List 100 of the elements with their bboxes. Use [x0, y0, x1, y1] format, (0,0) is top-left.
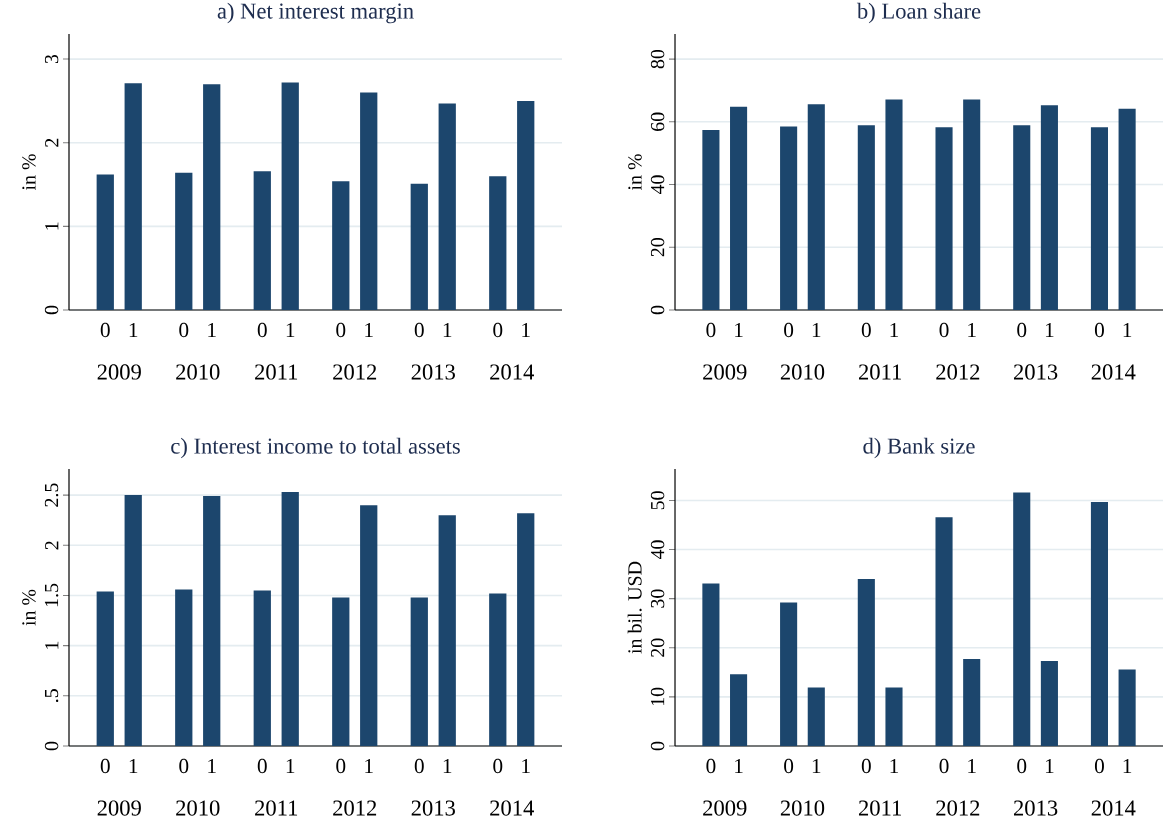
text: 1	[968, 322, 976, 338]
text: 1	[1123, 759, 1132, 774]
x-tick-label: 2009	[97, 364, 141, 380]
bar	[203, 84, 221, 310]
text: 0	[1017, 322, 1027, 338]
y-tick-label: 3	[44, 54, 59, 64]
x-tick-label: 2012	[936, 800, 980, 816]
x-tick-label: 2013	[1013, 800, 1058, 816]
chart-title: c) Interest income to total assets	[171, 437, 460, 459]
bar	[175, 172, 193, 310]
bar	[253, 590, 271, 746]
text: 0	[414, 758, 424, 774]
x-tick-label: 2010	[780, 800, 825, 816]
bar	[807, 104, 825, 310]
bar	[1090, 127, 1108, 310]
y-tick-label: 0	[44, 305, 59, 315]
bar	[410, 183, 428, 310]
bar	[935, 127, 953, 310]
text: 1	[208, 759, 216, 774]
text: 0	[861, 322, 871, 338]
text: 1	[286, 322, 295, 338]
bar	[1118, 108, 1136, 310]
bar	[281, 82, 299, 310]
x-tick-label: 2011	[858, 800, 901, 816]
text: 1	[522, 759, 530, 774]
bar	[702, 583, 720, 746]
bar	[489, 593, 507, 746]
x-tick-label: 2012	[333, 364, 377, 380]
x-tick-label: 2013	[1013, 364, 1058, 380]
text: 1	[1045, 322, 1054, 338]
bar	[360, 92, 378, 310]
x-tick-label: 2012	[936, 364, 980, 380]
bar	[857, 125, 875, 310]
bar	[96, 174, 114, 310]
x-tick-label: 2009	[703, 364, 747, 380]
y-tick-label: 60	[650, 112, 665, 131]
x-tick-label: 2011	[255, 364, 298, 380]
x-tick-label: 2010	[176, 800, 220, 816]
text: 1	[443, 322, 452, 338]
text: 0	[939, 758, 949, 774]
text: 1	[1045, 759, 1054, 774]
bar	[1090, 501, 1108, 746]
text: 1	[208, 322, 216, 338]
x-tick-label: 2011	[858, 364, 901, 380]
y-axis-title: in %	[628, 154, 642, 191]
series-label: 1	[129, 322, 138, 338]
y-tick-label: .5	[44, 689, 59, 702]
chart-title: a) Net interest margin	[217, 2, 414, 24]
bar	[730, 674, 748, 746]
bar	[1040, 661, 1058, 746]
x-tick-label: 2013	[411, 364, 455, 380]
series-label: 1	[129, 759, 138, 774]
bar	[489, 176, 507, 310]
y-tick-label: 20	[650, 238, 665, 257]
text: 1	[1123, 322, 1132, 338]
x-tick-label: 2009	[97, 800, 141, 816]
y-tick-label: 0	[44, 741, 59, 751]
y-axis-title: in bil. USD	[627, 561, 642, 654]
text: 1	[443, 759, 452, 774]
bar	[360, 505, 378, 746]
series-label: 1	[735, 322, 743, 338]
bar	[253, 171, 271, 310]
y-tick-label: 1.5	[44, 583, 59, 607]
text: 1	[812, 759, 821, 774]
x-tick-label: 2014	[1091, 800, 1136, 816]
x-tick-label: 2014	[490, 800, 534, 816]
x-tick-label: 2014	[490, 364, 534, 380]
text: 0	[1094, 758, 1104, 774]
y-tick-label: 10	[650, 687, 665, 706]
x-tick-label: 2011	[255, 800, 298, 816]
bar	[96, 591, 114, 746]
bar	[438, 515, 456, 746]
y-tick-label: 0	[650, 741, 665, 751]
text: 0	[861, 758, 871, 774]
bar	[963, 99, 981, 310]
y-tick-label: 2	[45, 138, 59, 147]
y-tick-label: 50	[650, 491, 665, 510]
y-tick-label: 30	[650, 589, 665, 608]
text: 0	[1094, 322, 1104, 338]
y-tick-label: 1	[45, 222, 59, 230]
text: 0	[939, 322, 949, 338]
bar	[1013, 492, 1031, 746]
x-tick-label: 2010	[176, 364, 220, 380]
text: 1	[365, 759, 373, 774]
bar	[857, 579, 875, 746]
bar	[332, 597, 350, 746]
y-tick-label: 40	[650, 175, 665, 195]
text: 0	[493, 758, 503, 774]
series-label: 0	[100, 758, 110, 774]
bar	[730, 106, 748, 310]
text: 0	[257, 322, 267, 338]
text: 1	[890, 322, 899, 338]
y-tick-label: 2	[45, 541, 59, 550]
bar	[702, 129, 720, 310]
series-label: 0	[706, 322, 716, 338]
bar	[124, 495, 142, 746]
bar	[410, 597, 428, 746]
y-axis-title: in %	[22, 154, 36, 191]
text: 0	[784, 758, 794, 774]
chart-title: b) Loan share	[856, 2, 981, 24]
